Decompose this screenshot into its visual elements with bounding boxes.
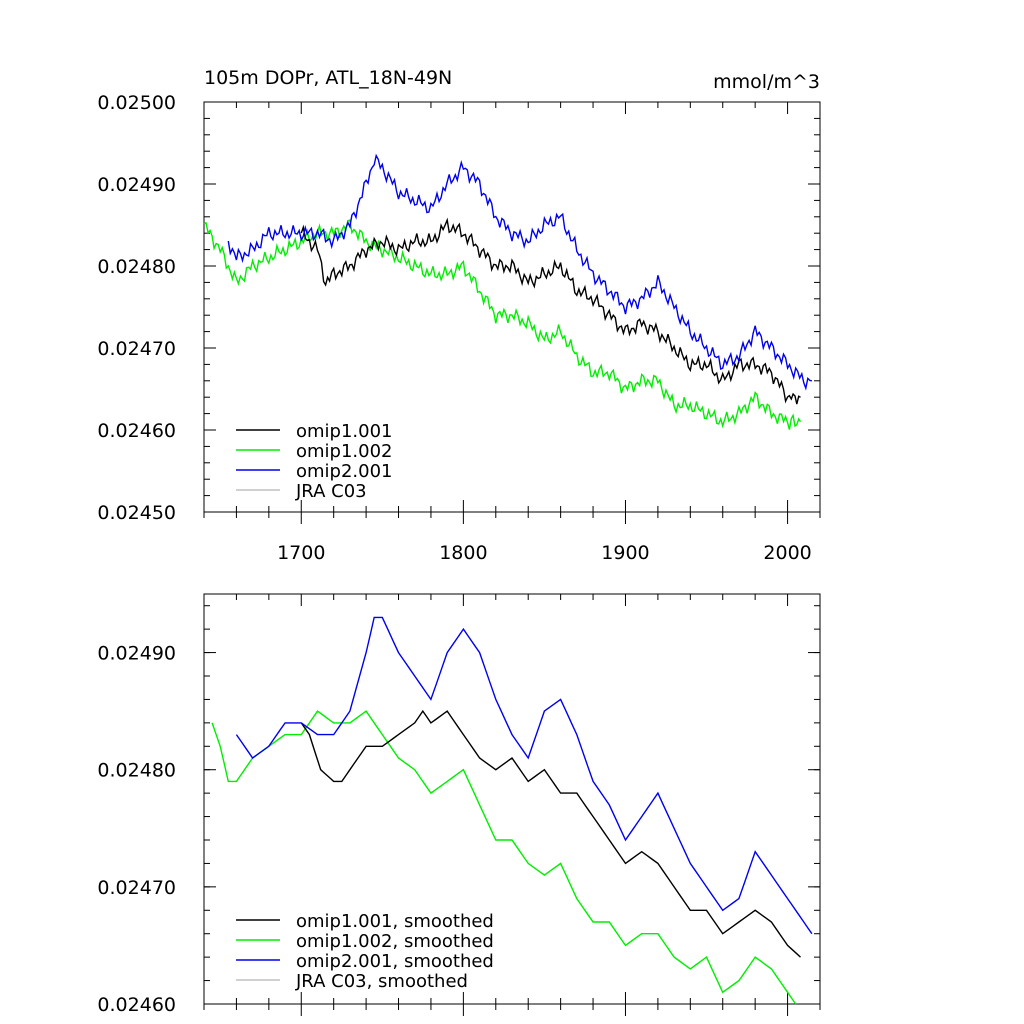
top-plot-frame [203,101,821,513]
bottom-plot-frame [203,593,821,1005]
top-ticks: 0.02450 0.02460 0.02470 0.02480 0.02490 0.025… [97,92,821,564]
series-line-omip1-002 [203,219,802,430]
top-panel: 105m DOPr, ATL_18N-49N mmol/m^3 0.024500… [97,67,821,564]
y-tick-label: 0.02470 [97,338,176,360]
legend-label: JRA C03, smoothed [295,971,468,992]
y-tick-label: 0.02490 [97,643,176,665]
x-tick-label: 1900 [601,542,649,564]
series-line-omip2-001 [235,616,813,935]
x-tick-label: 2000 [763,542,811,564]
y-tick-label: 0.02460 [97,994,176,1016]
x-tick-label: 1700 [277,542,325,564]
legend-label: omip2.001 [296,461,393,482]
series-line-omip2-001 [227,153,813,391]
y-tick-label: 0.02450 [97,502,176,524]
y-tick-label: 0.02480 [97,256,176,278]
top-series [203,153,813,430]
y-tick-label: 0.02460 [97,420,176,442]
legend-label: omip2.001, smoothed [296,951,494,972]
top-units: mmol/m^3 [713,71,820,93]
y-tick-label: 0.02480 [97,760,176,782]
x-tick-label: 1800 [439,542,487,564]
y-tick-label: 0.02500 [97,92,176,114]
legend-label: omip1.002 [296,441,393,462]
legend-label: JRA C03 [295,481,367,502]
legend-label: omip1.001 [296,421,393,442]
legend-label: omip1.001, smoothed [296,911,494,932]
bottom-ticks: 0.02460 0.02470 0.02480 0.02490 [97,594,821,1016]
bottom-panel: 0.02460 0.02470 0.02480 0.02490 omip1.001, … [97,593,821,1016]
series-line-omip1-001 [300,217,801,405]
series-line-omip1-001-smoothed [300,709,801,958]
bottom-series [211,616,813,1005]
y-tick-label: 0.02490 [97,174,176,196]
y-tick-label: 0.02470 [97,877,176,899]
series-line-omip1-002 [211,710,797,1005]
top-title: 105m DOPr, ATL_18N-49N [204,67,452,89]
legend-label: omip1.002, smoothed [296,931,494,952]
